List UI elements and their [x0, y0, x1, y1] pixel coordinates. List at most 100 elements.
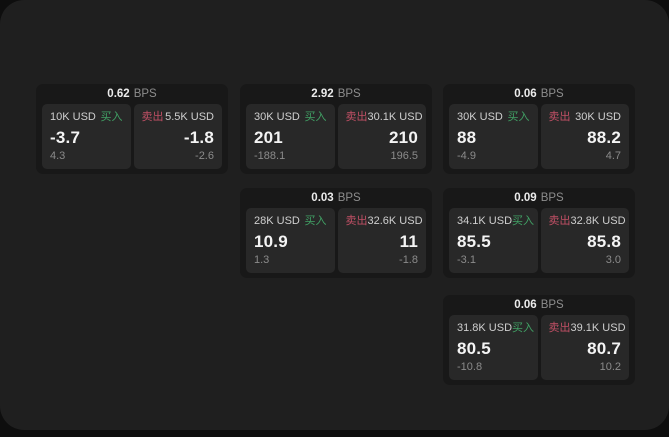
quote-card: 0.03 BPS 28K USD 买入 10.9 1.3 卖出 32.6K US… [240, 188, 432, 278]
sell-price: 88.2 [587, 127, 621, 147]
sell-delta: -2.6 [195, 150, 214, 162]
buy-delta: -188.1 [254, 150, 286, 162]
sell-tile-header: 卖出 30K USD [549, 111, 622, 124]
buy-size-label: 30K USD [457, 111, 503, 123]
buy-tile-header: 30K USD 买入 [254, 111, 327, 124]
buy-delta: -3.1 [457, 254, 476, 266]
bps-unit-label: BPS [133, 88, 157, 100]
bps-value: 0.09 [514, 192, 537, 204]
buy-size-label: 28K USD [254, 215, 300, 227]
sell-price: 80.7 [587, 338, 621, 358]
card-header: 0.06 BPS [449, 84, 629, 104]
quote-panels: 30K USD 买入 201 -188.1 卖出 30.1K USD 210 1… [246, 104, 426, 169]
buy-price: 10.9 [254, 231, 288, 251]
sell-price: 85.8 [587, 231, 621, 251]
buy-side-label: 买入 [512, 322, 535, 334]
buy-tile[interactable]: 30K USD 买入 88 -4.9 [449, 104, 538, 169]
sell-side-label: 卖出 [548, 111, 571, 123]
card-header: 2.92 BPS [246, 84, 426, 104]
buy-side-label: 买入 [100, 111, 123, 123]
buy-side-label: 买入 [304, 111, 327, 123]
quote-card: 0.09 BPS 34.1K USD 买入 85.5 -3.1 卖出 32.8K… [443, 188, 635, 278]
quote-card: 2.92 BPS 30K USD 买入 201 -188.1 卖出 30.1K … [240, 84, 432, 174]
sell-size-label: 39.1K USD [570, 322, 626, 334]
card-header: 0.62 BPS [42, 84, 222, 104]
sell-tile[interactable]: 卖出 32.6K USD 11 -1.8 [337, 208, 426, 273]
bps-unit-label: BPS [540, 88, 564, 100]
buy-price: 201 [254, 127, 283, 147]
quote-panels: 31.8K USD 买入 80.5 -10.8 卖出 39.1K USD 80.… [449, 315, 629, 380]
sell-delta: 4.7 [605, 150, 621, 162]
quote-card: 0.62 BPS 10K USD 买入 -3.7 4.3 卖出 5.5K USD… [36, 84, 228, 174]
buy-tile-header: 30K USD 买入 [457, 111, 530, 124]
buy-tile[interactable]: 34.1K USD 买入 85.5 -3.1 [449, 208, 538, 273]
sell-tile[interactable]: 卖出 30.1K USD 210 196.5 [337, 104, 426, 169]
buy-tile[interactable]: 10K USD 买入 -3.7 4.3 [42, 104, 131, 169]
buy-delta: -10.8 [457, 361, 483, 373]
buy-delta: -4.9 [457, 150, 476, 162]
bps-unit-label: BPS [337, 192, 361, 204]
sell-side-label: 卖出 [548, 215, 571, 227]
buy-side-label: 买入 [512, 215, 535, 227]
quote-panels: 34.1K USD 买入 85.5 -3.1 卖出 32.8K USD 85.8… [449, 208, 629, 273]
buy-tile[interactable]: 30K USD 买入 201 -188.1 [246, 104, 335, 169]
sell-tile[interactable]: 卖出 39.1K USD 80.7 10.2 [540, 315, 629, 380]
card-header: 0.03 BPS [246, 188, 426, 208]
buy-tile[interactable]: 31.8K USD 买入 80.5 -10.8 [449, 315, 538, 380]
buy-price: 80.5 [457, 338, 491, 358]
sell-tile-header: 卖出 5.5K USD [142, 111, 215, 124]
buy-delta: 1.3 [254, 254, 270, 266]
buy-price: -3.7 [50, 127, 81, 147]
buy-tile-header: 31.8K USD 买入 [457, 322, 534, 335]
bps-unit-label: BPS [540, 299, 564, 311]
sell-size-label: 5.5K USD [165, 111, 214, 123]
sell-size-label: 30.1K USD [367, 111, 423, 123]
quote-card: 0.06 BPS 30K USD 买入 88 -4.9 卖出 30K USD 8… [443, 84, 635, 174]
sell-delta: 196.5 [390, 150, 418, 162]
sell-price: 210 [389, 127, 418, 147]
quote-panels: 30K USD 买入 88 -4.9 卖出 30K USD 88.2 4.7 [449, 104, 629, 169]
sell-tile-header: 卖出 39.1K USD [548, 322, 626, 335]
sell-side-label: 卖出 [141, 111, 164, 123]
bps-value: 0.06 [514, 299, 537, 311]
buy-delta: 4.3 [50, 150, 66, 162]
bps-value: 2.92 [311, 88, 334, 100]
card-header: 0.06 BPS [449, 295, 629, 315]
buy-side-label: 买入 [507, 111, 530, 123]
sell-tile-header: 卖出 30.1K USD [345, 111, 423, 124]
buy-side-label: 买入 [304, 215, 327, 227]
sell-price: -1.8 [183, 127, 214, 147]
sell-delta: 10.2 [599, 361, 621, 373]
bps-value: 0.62 [107, 88, 130, 100]
sell-tile[interactable]: 卖出 30K USD 88.2 4.7 [540, 104, 629, 169]
sell-size-label: 32.8K USD [570, 215, 626, 227]
sell-delta: 3.0 [605, 254, 621, 266]
buy-tile-header: 34.1K USD 买入 [457, 215, 534, 228]
card-header: 0.09 BPS [449, 188, 629, 208]
sell-tile[interactable]: 卖出 5.5K USD -1.8 -2.6 [133, 104, 222, 169]
sell-tile-header: 卖出 32.6K USD [345, 215, 423, 228]
sell-price: 11 [399, 231, 418, 251]
quote-card: 0.06 BPS 31.8K USD 买入 80.5 -10.8 卖出 39.1… [443, 295, 635, 385]
bps-value: 0.06 [514, 88, 537, 100]
buy-tile[interactable]: 28K USD 买入 10.9 1.3 [246, 208, 335, 273]
buy-size-label: 31.8K USD [457, 322, 513, 334]
buy-tile-header: 28K USD 买入 [254, 215, 327, 228]
buy-price: 88 [457, 127, 477, 147]
sell-tile[interactable]: 卖出 32.8K USD 85.8 3.0 [540, 208, 629, 273]
buy-size-label: 34.1K USD [457, 215, 513, 227]
sell-delta: -1.8 [399, 254, 418, 266]
bps-unit-label: BPS [337, 88, 361, 100]
sell-side-label: 卖出 [345, 215, 368, 227]
buy-price: 85.5 [457, 231, 491, 251]
buy-tile-header: 10K USD 买入 [50, 111, 123, 124]
quote-panels: 28K USD 买入 10.9 1.3 卖出 32.6K USD 11 -1.8 [246, 208, 426, 273]
sell-size-label: 32.6K USD [367, 215, 423, 227]
sell-tile-header: 卖出 32.8K USD [548, 215, 626, 228]
sell-size-label: 30K USD [575, 111, 621, 123]
buy-size-label: 30K USD [254, 111, 300, 123]
sell-side-label: 卖出 [345, 111, 368, 123]
sell-side-label: 卖出 [548, 322, 571, 334]
